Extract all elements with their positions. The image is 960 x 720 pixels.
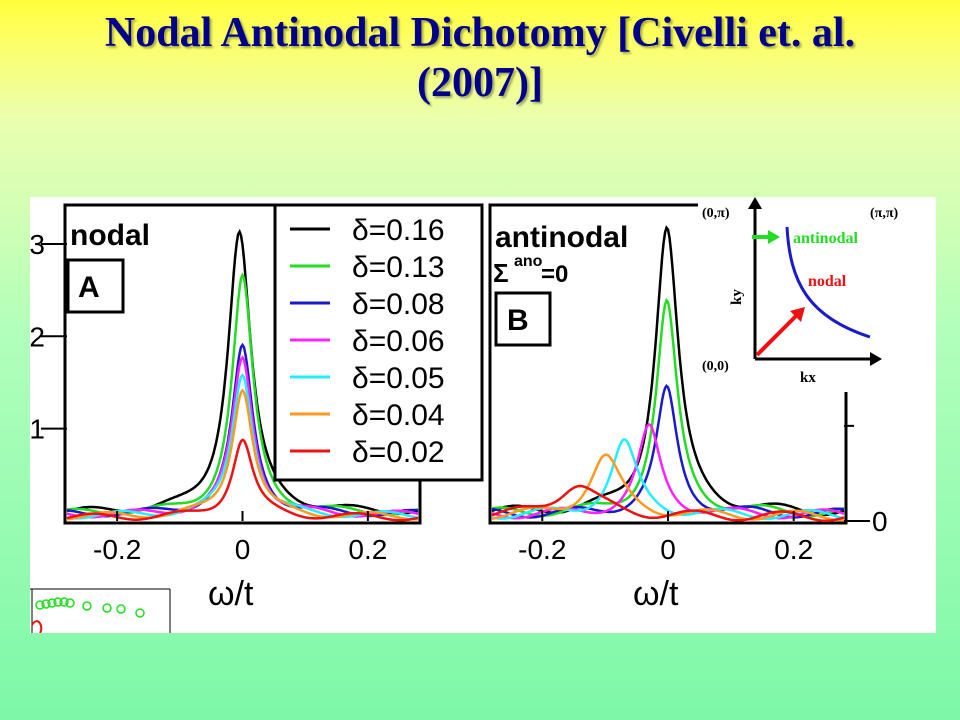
inset-xlabel: kx [800,370,816,386]
panel-a-letter: A [78,271,100,304]
x-tick-label: 0 [660,534,676,565]
partial-dot [102,603,112,613]
legend-label: δ=0.05 [352,362,445,395]
partial-panel-red-arc [31,620,43,634]
slide-title-line2: (2007)] [417,60,543,106]
slide-title: Nodal Antinodal Dichotomy [Civelli et. a… [0,8,960,108]
x-tick-label: 0.2 [774,534,813,565]
panel-b-note-sup: ano [514,253,543,270]
panel-b-letter-box [494,291,552,347]
panel-a-curves [66,228,419,522]
legend-label: δ=0.02 [352,436,445,469]
x-tick-label: -0.2 [518,534,566,565]
series-line [66,438,419,522]
legend-label: δ=0.13 [352,251,445,284]
partial-dot [59,597,69,607]
y-tick-label: 2 [30,321,45,352]
partial-dot [82,601,92,611]
panel-a-xlabel: ω/t [208,575,254,613]
inset: (0,π) (π,π) (0,0) ky kx antinodal nodal [698,197,936,392]
inset-label-antinodal: antinodal [793,230,858,247]
panel-a-letter-box [66,258,125,314]
y-tick-label: 3 [30,229,45,260]
panel-b-letter: B [507,304,529,337]
y-tick-label: 1 [30,414,45,445]
partial-dot [65,598,75,608]
panel-b-note-rest: =0 [541,261,568,288]
x-tick-label: -0.2 [93,534,141,565]
inset-corner-bl: (0,0) [702,359,729,374]
x-tick-label: 0.2 [348,534,387,565]
partial-dot [135,608,145,618]
panel-b-xlabel: ω/t [633,575,679,613]
inset-x-arrowhead [870,352,882,366]
partial-dot [53,597,63,607]
series-line [491,422,845,520]
figure: -0.2 0 0.2 1 2 3 -0.2 0 0.2 0 1 nodal A antinodal… [29,197,936,634]
inset-corner-tr: (π,π) [870,206,899,221]
slide-title-line1: Nodal Antinodal Dichotomy [Civelli et. a… [104,10,856,56]
series-line [491,384,845,519]
inset-y-arrowhead [748,197,762,209]
partial-dot [35,600,45,610]
inset-fermi-surface [785,226,871,339]
series-line [66,373,419,520]
partial-dot [41,599,51,609]
x-tick-label: 0 [235,534,251,565]
partial-dot [116,604,126,614]
inset-label-nodal: nodal [808,273,847,290]
panel-b-note-sym: Σ [493,258,509,288]
legend: δ=0.16 δ=0.13 δ=0.08 δ=0.06 δ=0.05 δ=0.04 δ=0.… [290,214,445,469]
panel-a-ticks: -0.2 0 0.2 1 2 3 [29,229,387,565]
legend-label: δ=0.04 [352,399,445,432]
legend-label: δ=0.06 [352,325,445,358]
inset-antinodal-arrowhead [768,230,780,244]
panel-a-tag: nodal [70,219,150,252]
partial-panel [30,588,171,634]
partial-panel-dots [35,597,145,618]
figure-svg: -0.2 0 0.2 1 2 3 -0.2 0 0.2 0 1 nodal A antinodal… [29,197,936,634]
inset-ylabel: ky [729,289,745,305]
legend-box [273,203,484,482]
partial-dot [47,598,57,608]
panel-b-tag: antinodal [495,221,628,254]
inset-corner-tl: (0,π) [702,206,730,221]
inset-nodal-arrow [755,313,799,357]
y-tick-label: 0 [872,506,888,537]
inset-nodal-arrowhead [790,307,805,322]
legend-label: δ=0.16 [352,214,445,247]
panel-b-curves [491,225,845,523]
legend-label: δ=0.08 [352,288,445,321]
